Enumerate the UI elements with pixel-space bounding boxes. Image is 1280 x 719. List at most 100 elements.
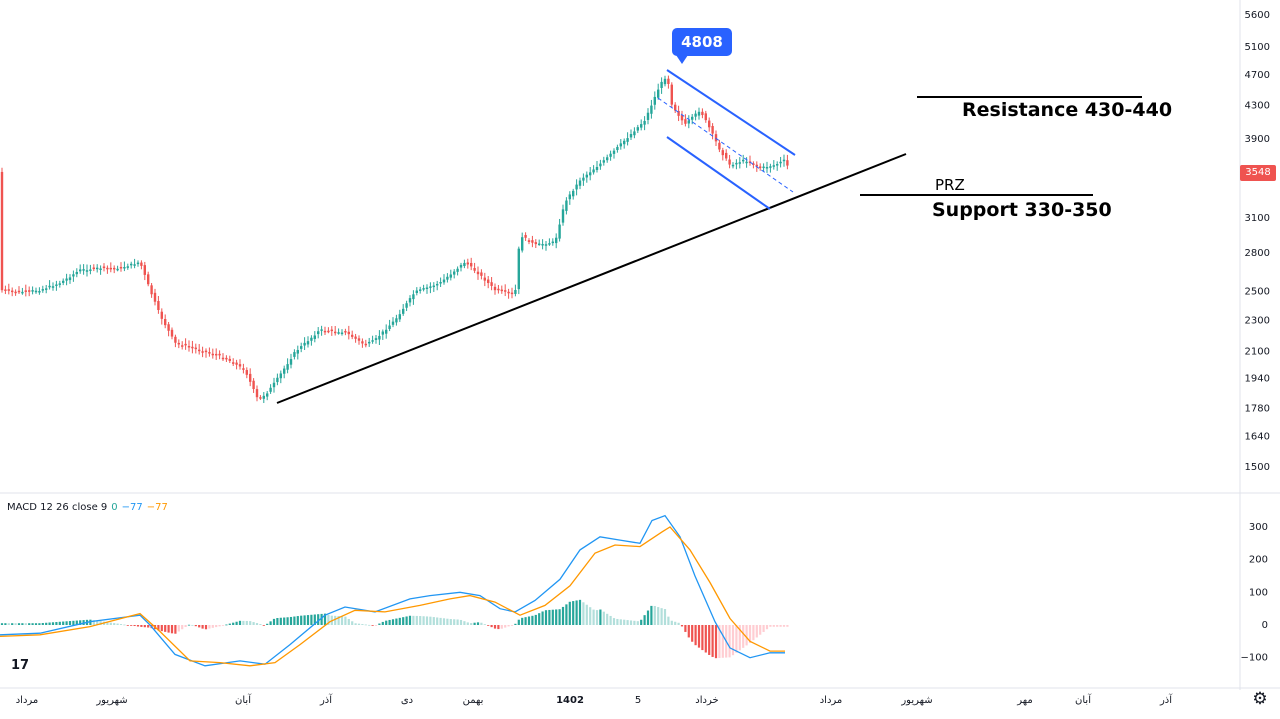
macd-histogram-bar (62, 621, 65, 625)
macd-histogram-bar (395, 618, 398, 625)
candle-body (446, 276, 449, 280)
resistance-label: Resistance 430-440 (962, 99, 1173, 121)
macd-histogram-bar (201, 625, 204, 629)
candle-body (510, 292, 514, 295)
candle-body (745, 161, 748, 164)
candle-body (439, 282, 442, 284)
uptrend-line[interactable] (276, 153, 907, 404)
candle-body (436, 283, 439, 286)
candle-body (670, 84, 673, 105)
candle-body (381, 331, 384, 335)
candle-body (48, 285, 51, 288)
macd-histogram-bar (340, 616, 344, 625)
candle-body (490, 282, 493, 286)
macd-histogram-bar (187, 624, 191, 626)
candle-body (402, 308, 405, 314)
macd-histogram-bar (507, 625, 510, 627)
time-tick-label: شهریور (900, 695, 932, 706)
candle-body (623, 140, 626, 145)
candle-body (92, 267, 95, 270)
macd-histogram-bar (609, 615, 612, 625)
candle-body (130, 263, 133, 266)
macd-histogram-bar (636, 621, 639, 625)
macd-histogram-bar (300, 615, 303, 625)
macd-histogram-bar (776, 625, 779, 627)
candle-body (368, 341, 371, 344)
candle-body (296, 349, 299, 354)
candle-body (592, 169, 595, 173)
candlestick-series (0, 75, 789, 404)
candle-body (653, 96, 656, 105)
macd-histogram-bar (674, 621, 677, 625)
macd-histogram-bar (351, 621, 354, 625)
gear-icon[interactable]: ⚙ (1252, 689, 1268, 709)
macd-legend[interactable]: MACD 12 26 close 9 0 −77 −77 (7, 502, 168, 513)
channel-lower-line[interactable] (666, 136, 771, 210)
candle-body (548, 243, 551, 245)
candle-body (616, 146, 619, 151)
macd-histogram-bar (640, 619, 643, 625)
candle-body (568, 194, 571, 200)
macd-histogram-bar (41, 623, 44, 625)
candle-body (735, 162, 738, 165)
macd-histogram-bar (459, 619, 463, 625)
macd-histogram-bar (470, 623, 473, 625)
macd-histogram-bar (786, 625, 789, 627)
macd-legend-title: MACD 12 26 close 9 (7, 502, 108, 513)
candle-body (300, 346, 303, 349)
candle-body (504, 290, 507, 292)
candle-body (493, 286, 497, 291)
macd-histogram-bar (500, 625, 503, 629)
candle-body (561, 209, 565, 223)
candle-body (187, 345, 191, 348)
macd-histogram-bar (48, 622, 51, 625)
candle-body (762, 166, 765, 169)
candle-body (731, 164, 735, 167)
macd-histogram-bar (561, 606, 565, 625)
candle-body (449, 274, 452, 278)
macd-histogram-bar (544, 610, 548, 625)
candle-body (779, 161, 782, 164)
candle-body (272, 382, 276, 388)
macd-histogram-bar (765, 625, 769, 630)
tradingview-logo[interactable]: 17 (10, 658, 30, 673)
macd-histogram-bar (534, 614, 537, 625)
candle-body (453, 271, 456, 275)
macd-histogram-bar (92, 620, 95, 625)
macd-histogram-bar (269, 621, 272, 625)
candle-body (633, 131, 636, 136)
macd-histogram-bar (531, 615, 534, 625)
macd-histogram-bar (473, 622, 476, 625)
macd-histogram-bar (306, 615, 310, 625)
macd-histogram-bar (28, 623, 31, 625)
time-axis: مرداد شهریور آبان آذر دی بهمن 1402 5 خرداد مرداد ش… (16, 693, 1174, 706)
candle-body (181, 345, 184, 347)
candle-body (79, 269, 82, 272)
macd-histogram-bar (527, 616, 531, 625)
candle-body (215, 353, 218, 356)
macd-histogram-bar (752, 625, 755, 641)
candle-body (629, 134, 633, 138)
candle-body (565, 200, 568, 211)
candle-body (538, 243, 541, 246)
candle-body (595, 166, 599, 170)
candle-body (697, 111, 701, 116)
macd-histogram-bar (419, 616, 422, 625)
channel-upper-line[interactable] (666, 69, 796, 156)
candle-body (191, 346, 194, 349)
macd-histogram-bar (667, 616, 670, 625)
macd-histogram-bar (721, 625, 724, 658)
time-tick-label: 1402 (556, 695, 584, 706)
macd-histogram-bar (45, 622, 48, 625)
candle-body (283, 368, 286, 374)
macd-histogram-bar (317, 614, 320, 625)
candle-body (45, 288, 48, 290)
candle-body (279, 373, 282, 379)
candle-body (327, 330, 330, 333)
macd-histogram-bar (602, 611, 605, 625)
candle-body (714, 134, 718, 142)
candle-body (116, 268, 119, 271)
candle-body (211, 353, 214, 356)
candle-body (609, 153, 612, 157)
